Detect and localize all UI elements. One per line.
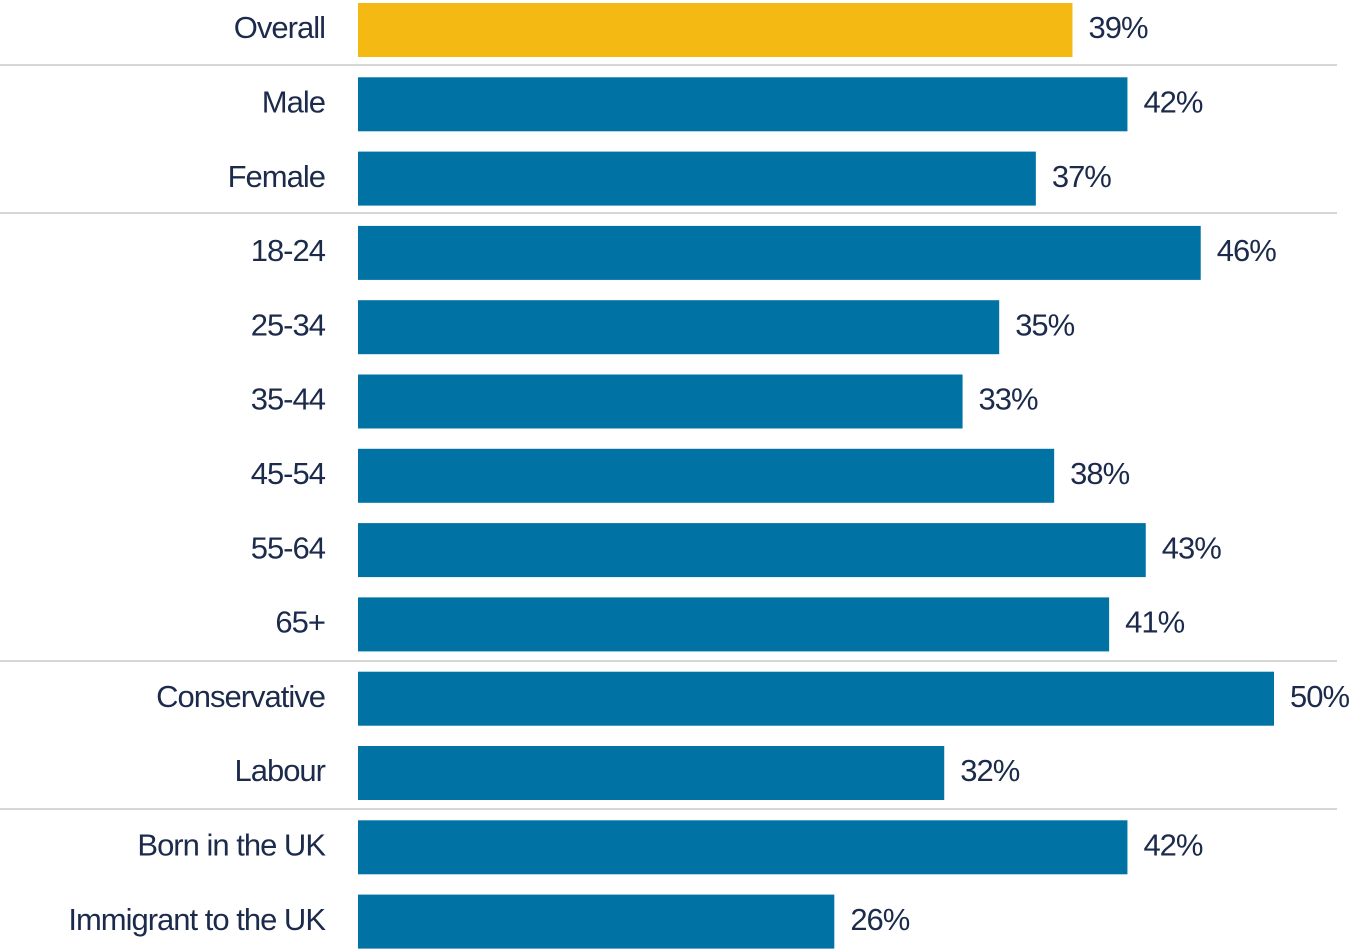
value-label: 42% xyxy=(1143,827,1202,862)
value-label: 37% xyxy=(1052,159,1111,194)
category-label: Immigrant to the UK xyxy=(68,902,326,937)
value-label: 41% xyxy=(1125,605,1184,640)
bar xyxy=(358,523,1146,578)
value-label: 42% xyxy=(1143,84,1202,119)
bar xyxy=(358,374,963,429)
bar xyxy=(358,894,835,949)
bar xyxy=(358,151,1036,206)
value-label: 43% xyxy=(1162,530,1221,565)
value-label: 38% xyxy=(1070,456,1129,491)
category-label: 45-54 xyxy=(251,456,326,491)
category-label: 55-64 xyxy=(251,530,326,565)
category-label: 25-34 xyxy=(251,307,326,342)
bar xyxy=(358,448,1055,503)
bar xyxy=(358,597,1110,652)
value-label: 32% xyxy=(960,753,1019,788)
category-label: Conservative xyxy=(156,679,325,714)
bar xyxy=(358,77,1128,132)
category-label: Female xyxy=(228,159,325,194)
category-label: 65+ xyxy=(275,605,325,640)
value-label: 26% xyxy=(850,902,909,937)
value-label: 50% xyxy=(1290,679,1349,714)
bar xyxy=(358,300,1000,355)
category-label: 35-44 xyxy=(251,382,326,417)
value-label: 33% xyxy=(979,382,1038,417)
value-label: 39% xyxy=(1088,10,1147,45)
category-label: 18-24 xyxy=(251,233,326,268)
category-label: Overall xyxy=(234,10,325,45)
bar xyxy=(358,820,1128,875)
bar xyxy=(358,671,1274,726)
bar xyxy=(358,746,945,800)
value-label: 35% xyxy=(1015,307,1074,342)
bar xyxy=(358,3,1073,57)
category-label: Male xyxy=(262,84,325,119)
category-label: Born in the UK xyxy=(137,827,326,862)
value-label: 46% xyxy=(1217,233,1276,268)
bar xyxy=(358,225,1201,280)
category-label: Labour xyxy=(234,753,325,788)
